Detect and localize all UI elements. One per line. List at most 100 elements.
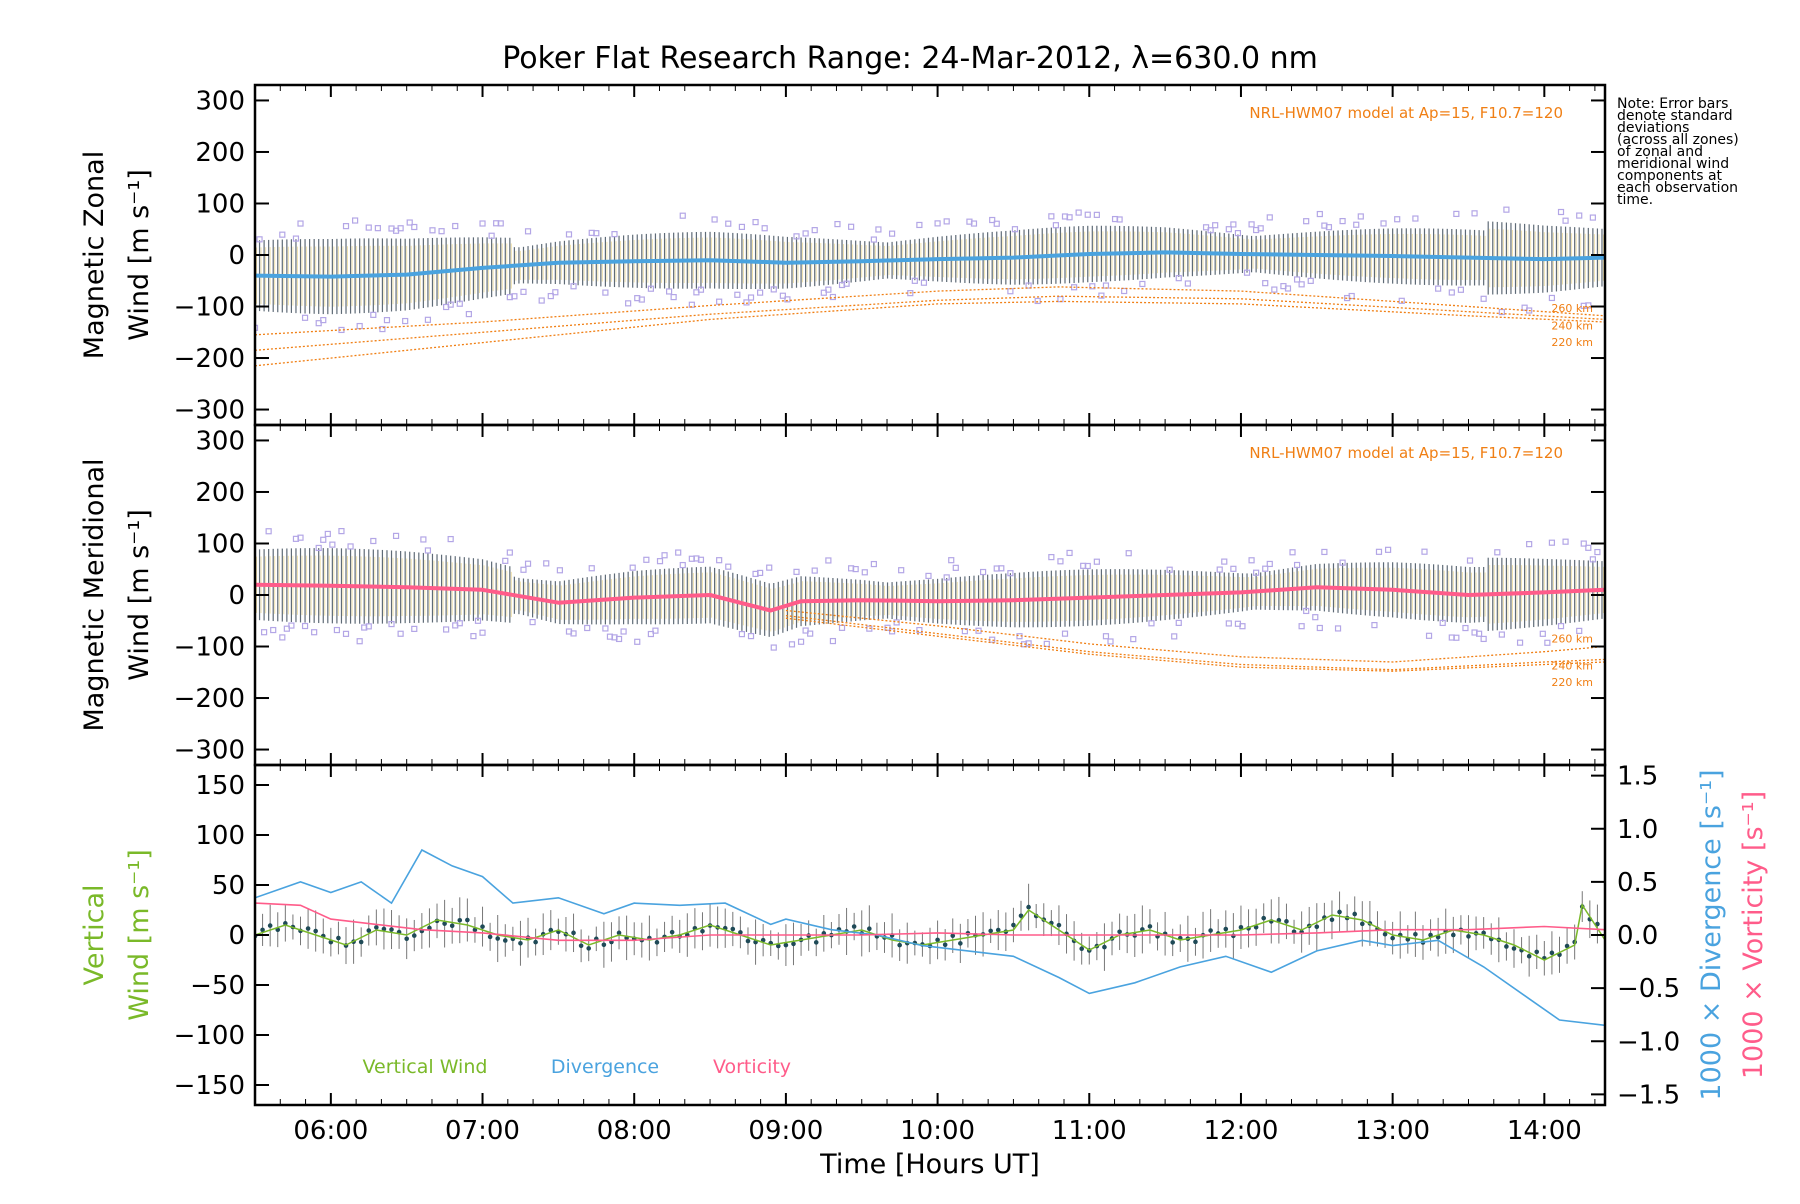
vertical-wind-point [1564,943,1570,949]
meridional-scatter-point [588,565,595,572]
meridional-scatter-point [342,630,350,637]
vertical-wind-point [449,923,455,929]
zonal-scatter-point [365,224,372,231]
vertical-wind-point [1011,922,1016,928]
zonal-scatter-point [479,220,486,227]
zonal-scatter-point [1121,287,1128,295]
zonal-scatter-point [438,228,445,235]
zonal-scatter-point [1243,269,1251,276]
meridional-scatter-point [1125,550,1132,557]
zonal-scatter-point [1230,221,1237,228]
zonal-y-tick-label: 0 [228,241,245,271]
meridional-scatter-point [1298,623,1305,630]
zonal-y-tick-label: −100 [174,293,245,323]
meridional-scatter-point [961,628,968,635]
vertical-wind-point [1352,911,1358,917]
zonal-scatter-point [320,317,327,324]
zonal-scatter-point [352,217,359,224]
meridional-scatter-point [479,629,486,636]
zonal-scatter-point [1071,284,1078,291]
meridional-scatter-point [1548,539,1556,546]
zonal-error-bars [255,221,1604,315]
zonal-scatter-point [1007,288,1014,295]
meridional-scatter-point [1421,548,1428,555]
zonal-scatter-point [1011,226,1019,233]
divergence-y-label: 1000 × Divergence [s⁻¹] [1696,769,1727,1100]
meridional-model-curve-1 [785,614,1605,671]
zonal-scatter-point [279,231,286,238]
meridional-scatter-point [1048,554,1055,561]
meridional-scatter-point [347,543,354,550]
zonal-scatter-point [843,280,850,287]
meridional-scatter-point [716,557,723,564]
zonal-scatter-point [452,222,459,230]
zonal-y-axis: 300 200 100 0 −100 −200 −300 [174,86,1605,426]
zonal-scatter-point [1098,292,1105,299]
meridional-scatter-point [807,630,814,637]
meridional-scatter-point [1130,636,1137,643]
zonal-scatter-point [743,299,750,306]
zonal-scatter-point [356,322,363,330]
zonal-model-curve-1 [255,295,1605,351]
zonal-scatter-point [1435,285,1442,292]
meridional-scatter-point [1453,634,1460,641]
zonal-scatter-point [934,220,941,227]
meridional-scatter-point [1516,639,1524,646]
meridional-scatter-point [656,558,664,565]
meridional-scatter-point [297,534,304,541]
meridional-scatter-point [943,574,950,581]
vertical-wind-point [571,930,576,936]
meridional-scatter-point [570,630,577,637]
zonal-scatter-point [406,219,413,226]
meridional-scatter-point [1498,631,1505,638]
meridional-scatter-point [1289,549,1296,556]
zonal-scatter-point [1298,281,1305,288]
zonal-scatter-point [1257,225,1264,232]
zonal-scatter-point [297,220,304,227]
meridional-y-tick-label: 200 [195,478,245,508]
meridional-scatter-point [311,629,318,636]
zonal-scatter-point [342,223,350,230]
zonal-scatter-point [1557,208,1565,216]
meridional-scatter-point [1093,558,1100,565]
meridional-scatter-point [1148,620,1155,627]
vertical-wind-point [442,921,447,926]
vertical-wind-point [1170,940,1175,945]
zonal-scatter-point [374,225,381,232]
vertical-wind-point [480,924,485,929]
meridional-scatter-point [852,566,859,573]
zonal-scatter-point [1576,212,1583,219]
x-tick-label: 12:00 [1203,1116,1278,1146]
vertical-wind-point [578,943,584,949]
vertical-wind-point [738,930,743,935]
vertical-wind-point [1504,944,1509,949]
zonal-scatter-point [1048,213,1055,220]
meridional-scatter-point [288,622,295,629]
zonal-scatter-point [793,233,800,240]
zonal-y-tick-label: 300 [195,86,245,116]
zonal-scatter-point [1262,280,1269,287]
vertical-y-tick-label: −100 [174,1021,245,1051]
meridional-scatter-point [647,630,654,638]
meridional-scatter-point [1466,557,1474,564]
zonal-scatter-point [870,236,877,243]
zonal-scatter-point [993,220,1000,227]
meridional-scatter-point [502,557,509,564]
zonal-model-curve-0 [255,286,1605,336]
meridional-scatter-point [529,618,536,626]
meridional-scatter-point [365,623,372,630]
meridional-scatter-point [898,567,905,574]
meridional-scatter-point [329,541,336,548]
meridional-scatter-point [474,617,482,624]
vertical-y-label-line2: Wind [m s⁻¹] [124,849,155,1021]
meridional-scatter-point [1175,619,1182,626]
meridional-scatter-point [456,620,463,627]
zonal-scatter-point [570,283,577,290]
vertical-wind-point [897,942,902,948]
zonal-scatter-point [602,289,609,296]
zonal-scatter-point [1503,206,1510,213]
meridional-scatter-point [1562,538,1569,545]
vertical-wind-point [1147,924,1153,929]
vertical-wind-point [487,934,493,940]
vertical-wind-point [1511,946,1517,951]
